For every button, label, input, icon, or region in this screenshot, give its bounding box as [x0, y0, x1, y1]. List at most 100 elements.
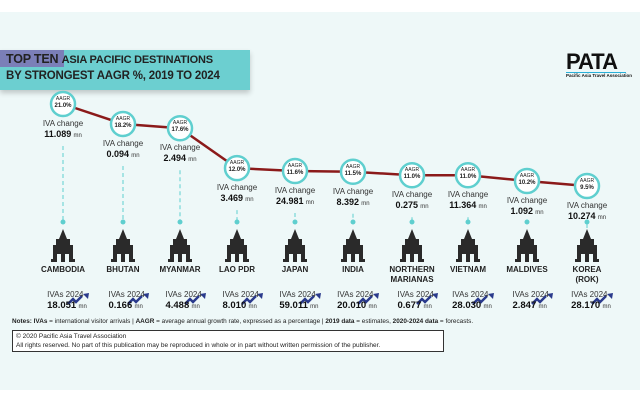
unit: mn: [602, 304, 611, 310]
trend-up-icon: [591, 295, 607, 305]
logo-name: PATA: [566, 49, 618, 74]
ivas-2024: IVAs 2024 0.166 mn: [108, 289, 144, 313]
ivas-2024: IVAs 2024 4.488 mn: [165, 289, 201, 313]
unit: mn: [423, 304, 432, 310]
ivas-2024-label: IVAs 2024: [397, 290, 434, 299]
trend-up-icon-head: [373, 293, 379, 299]
iva-change: IVA change 3.469 mn: [217, 183, 257, 205]
aagr-point: [398, 162, 426, 189]
iva-change-value: 8.392: [336, 196, 359, 207]
landmark-icon: [225, 229, 249, 262]
iva-change: IVA change 11.364 mn: [448, 190, 488, 212]
aagr-point: [49, 90, 77, 118]
ivas-2024: IVAs 2024 8.010 mn: [222, 289, 258, 313]
landmark-icon-door: [521, 254, 533, 262]
aagr-label: AAGR: [345, 163, 361, 170]
aagr-point: [109, 110, 137, 138]
ivas-2024-value: 4.488: [165, 300, 190, 311]
trend-up-icon-head: [547, 293, 553, 299]
aagr-point: [339, 158, 367, 185]
country-name: LAO PDR: [219, 265, 255, 274]
trend-up-icon: [241, 295, 257, 305]
rights-line: All rights reserved. No part of this pub…: [16, 342, 381, 349]
ivas-2024: IVAs 2024 20.010 mn: [337, 289, 377, 313]
pata-logo: PATA Pacific Asia Travel Association: [566, 49, 632, 78]
iva-change-label: IVA change: [159, 143, 201, 153]
iva-change-value: 2.494: [163, 153, 186, 164]
aagr-point: [573, 172, 601, 200]
ivas-2024-label: IVAs 2024: [222, 290, 259, 299]
ivas-2024: IVAs 2024 59.011 mn: [279, 289, 318, 313]
iva-change-value: 0.275: [395, 200, 418, 211]
aagr-circle-label: AAGR 17.6%: [171, 120, 188, 134]
trend-up-icon-head: [315, 293, 321, 299]
trend-up-icon: [127, 295, 143, 305]
iva-change-value: 24.981: [275, 196, 304, 207]
aagr-point: [513, 167, 541, 195]
iva-change: IVA change 8.392 mn: [333, 187, 373, 209]
ivas-2024: IVAs 2024 28.030 mn: [452, 289, 492, 313]
iva-change: IVA change 2.494 mn: [160, 143, 200, 165]
trend-up-icon: [184, 295, 200, 305]
ivas-2024-value: 0.166: [108, 300, 133, 311]
iva-change-label: IVA change: [274, 186, 316, 196]
landmark-icon-door: [57, 254, 69, 262]
ivas-2024-label: IVAs 2024: [452, 290, 489, 299]
unit: mn: [188, 157, 197, 164]
aagr-label: AAGR: [579, 177, 595, 184]
aagr-line: [62, 102, 588, 188]
landmark-icon: [283, 229, 307, 262]
title-highlight-text: TOP TEN: [6, 52, 59, 66]
trend-up-icon: [416, 295, 432, 305]
title-rest: ASIA PACIFIC DESTINATIONS: [61, 54, 213, 66]
copyright-line: © 2020 Pacific Asia Travel Association: [16, 333, 127, 340]
landmark-icon-door: [289, 254, 301, 262]
landmark-icon: [575, 229, 599, 262]
landmark-icon: [168, 229, 192, 262]
ivas-2024: IVAs 2024 0.677 mn: [397, 289, 433, 313]
aagr-point: [281, 157, 309, 185]
landmark-icon-door: [174, 254, 186, 262]
aagr-label: AAGR: [287, 163, 303, 170]
aagr-value: 12.0%: [228, 167, 246, 174]
unit: mn: [483, 304, 492, 310]
ivas-2024: IVAs 2024 2.847 mn: [512, 289, 548, 313]
connector-dot: [234, 219, 240, 225]
iva-change: IVA change 1.092 mn: [507, 196, 547, 218]
connector-dot: [524, 219, 530, 225]
landmark-icon: [51, 229, 75, 262]
ivas-2024-value: 59.011: [279, 300, 308, 311]
aagr-value: 11.6%: [286, 170, 304, 177]
landmark-icon-door: [347, 254, 359, 262]
unit: mn: [245, 197, 254, 204]
aagr-label: AAGR: [115, 115, 131, 122]
title-line-2: BY STRONGEST AAGR %, 2019 TO 2024: [6, 70, 220, 82]
aagr-value: 21.0%: [54, 103, 72, 109]
unit: mn: [73, 133, 82, 139]
aagr-circle-label: AAGR 21.0%: [54, 96, 71, 110]
aagr-circle-label: AAGR 11.0%: [404, 167, 421, 181]
aagr-label: AAGR: [404, 167, 420, 174]
aagr-value: 9.5%: [580, 184, 594, 191]
iva-change: IVA change 24.981 mn: [275, 186, 315, 208]
aagr-circle-label: AAGR 10.2%: [518, 173, 535, 187]
landmark-icon-door: [462, 254, 474, 262]
iva-change-label: IVA change: [102, 138, 144, 148]
aagr-point: [166, 114, 194, 142]
landmark-icon: [456, 229, 480, 262]
country-name: KOREA (ROK): [572, 265, 602, 284]
iva-change-label: IVA change: [506, 196, 548, 205]
trend-up-icon-head: [83, 293, 89, 299]
aagr-circle-label: AAGR 18.2%: [114, 116, 131, 130]
iva-change-label: IVA change: [566, 200, 608, 210]
ivas-2024-value: 20.010: [337, 300, 367, 311]
title-line-1: TOP TEN ASIA PACIFIC DESTINATIONS: [6, 52, 213, 66]
landmark-icon-door: [231, 254, 243, 262]
landmark-icon: [341, 229, 365, 262]
connector-dot: [465, 219, 471, 225]
unit: mn: [248, 304, 257, 310]
aagr-label: AAGR: [460, 167, 476, 174]
connector-dot: [292, 219, 298, 225]
country-name: NORTHERN MARIANAS: [389, 265, 435, 284]
